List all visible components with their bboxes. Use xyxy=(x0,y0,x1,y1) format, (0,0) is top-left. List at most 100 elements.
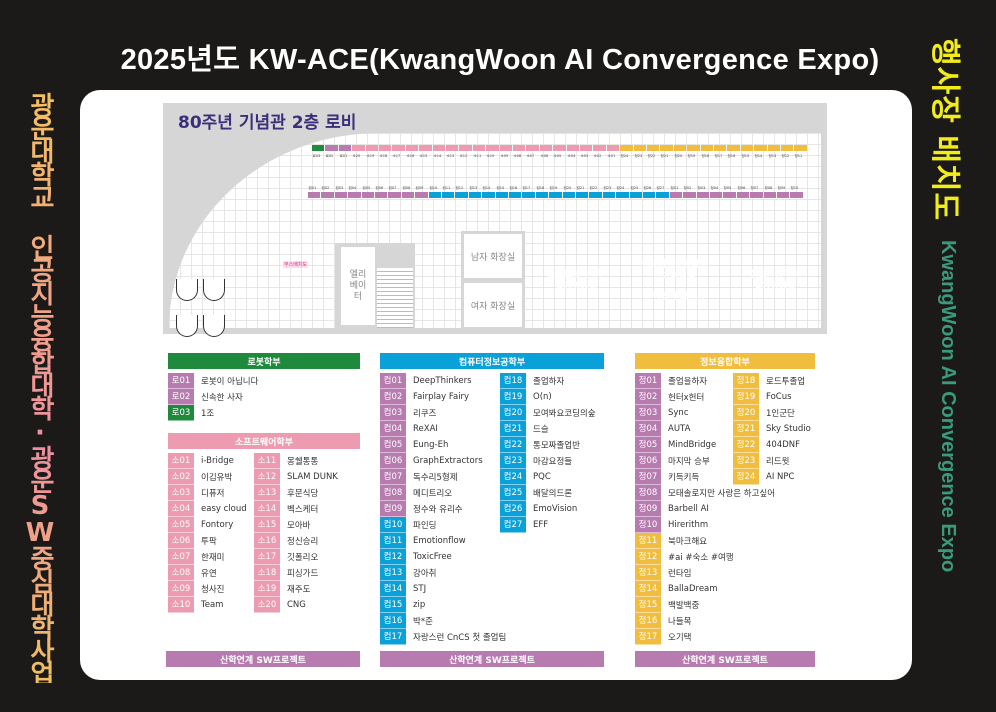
booth-정14 xyxy=(754,145,767,151)
booth-code: 소18 xyxy=(254,564,280,581)
booth-label: 컴08 xyxy=(402,185,411,190)
team-name: 졸업을하자 xyxy=(668,376,708,387)
booth-code: 컴15 xyxy=(380,596,406,613)
team-row: 소14 벡스케터 xyxy=(254,500,319,517)
booth-소16 xyxy=(405,145,419,151)
booth-label: 컴15 xyxy=(496,185,504,190)
team-row: 컴14 STJ xyxy=(380,580,427,597)
team-name: BallaDream xyxy=(668,583,718,594)
team-name: 후문식당 xyxy=(287,488,319,499)
team-row: 컴18 졸업하자 xyxy=(500,372,565,389)
booth-code: 정22 xyxy=(733,436,759,453)
booth-컴04 xyxy=(348,192,361,198)
team-row: 소01 i-Bridge xyxy=(168,452,234,469)
booth-정13 xyxy=(767,145,780,151)
booth-label: 소08 xyxy=(513,153,522,158)
team-name: 1인군단 xyxy=(766,408,795,419)
team-name: zip xyxy=(413,599,426,610)
booth-컴09 xyxy=(415,192,428,198)
booth-code: 소20 xyxy=(254,596,280,613)
team-row: 소18 피싱가드 xyxy=(254,564,319,581)
booth-소04 xyxy=(566,145,579,151)
booth-code: 소17 xyxy=(254,548,280,565)
booth-label: 정10 xyxy=(790,185,799,190)
booth-컴22 xyxy=(589,192,602,198)
booth-소06 xyxy=(539,145,553,151)
booth-code: 컴11 xyxy=(380,532,406,549)
team-row: 소07 한재미 xyxy=(168,548,225,565)
booth-소12 xyxy=(459,145,472,151)
team-row: 소16 정신승리 xyxy=(254,532,319,549)
booth-code: 컴05 xyxy=(380,436,406,453)
team-name: 나들목 xyxy=(668,616,692,627)
booth-code: 정21 xyxy=(733,420,759,437)
team-row: 정04 AUTA xyxy=(635,420,691,437)
team-row: 소13 후문식당 xyxy=(254,484,319,501)
booth-label: 소18 xyxy=(379,153,388,158)
booth-code: 로01 xyxy=(168,372,194,389)
room-label: 산학협력 교류회 xyxy=(643,292,706,302)
booth-정23 xyxy=(633,145,646,151)
booth-컴20 xyxy=(562,192,575,198)
booth-code: 정14 xyxy=(635,580,661,597)
room-label: 평가위원실 xyxy=(753,282,796,292)
booth-label: 정12 xyxy=(781,153,790,158)
team-row: 컴03 리쿠즈 xyxy=(380,404,437,421)
booth-정21 xyxy=(660,145,673,151)
team-row: 소11 몽쉘통통 xyxy=(254,452,319,469)
team-row: 소04 easy cloud xyxy=(168,500,247,517)
team-name: 청사진 xyxy=(201,584,225,595)
booth-컴17 xyxy=(522,192,535,198)
team-row: 컴15 zip xyxy=(380,596,426,613)
booth-컴12 xyxy=(455,192,468,198)
com-evaluation-room: 컴퓨터정보공학부 평가위원실 산학협력 교류회 xyxy=(628,234,721,328)
booth-label: 정06 xyxy=(737,185,746,190)
team-row: 정24 AI NPC xyxy=(733,468,795,485)
booth-소09 xyxy=(499,145,512,151)
team-name: 키득키득 xyxy=(668,472,700,483)
team-row: 정18 로드투졸업 xyxy=(733,372,806,389)
booth-code: 소16 xyxy=(254,532,280,549)
team-row: 컴12 ToxicFree xyxy=(380,548,452,565)
booth-label: 컴06 xyxy=(375,185,384,190)
booth-code: 정17 xyxy=(635,628,661,645)
booth-code: 정18 xyxy=(733,372,759,389)
team-name: 드슬 xyxy=(533,424,549,435)
booth-label: 정08 xyxy=(764,185,772,190)
booth-label: 컴03 xyxy=(335,185,344,190)
com-header: 컴퓨터정보공학부 xyxy=(380,353,604,369)
team-row: 컴26 EmoVision xyxy=(500,500,578,517)
booth-code: 정03 xyxy=(635,404,661,421)
booth-컴10 xyxy=(428,192,441,198)
booth-code: 소04 xyxy=(168,500,194,517)
booth-label: 컴14 xyxy=(482,185,491,190)
team-name: AI NPC xyxy=(766,471,795,482)
booth-label: 컴23 xyxy=(603,185,612,190)
booth-정20 xyxy=(673,145,687,151)
booth-label: 컴20 xyxy=(563,185,571,190)
team-row: 소06 투팍 xyxy=(168,532,217,549)
team-row: 컴01 DeepThinkers xyxy=(380,372,472,389)
booth-label: 정02 xyxy=(683,185,692,190)
team-name: #ai #숙소 #여행 xyxy=(668,552,734,563)
team-name: 모태솔로지만 사랑은 하고싶어 xyxy=(668,488,776,499)
booth-code: 소07 xyxy=(168,548,194,565)
booth-label: 소11 xyxy=(473,153,482,158)
booth-label: 정01 xyxy=(670,185,679,190)
booth-label: 정03 xyxy=(697,185,705,190)
booth-정11 xyxy=(794,145,807,151)
sw-header: 소프트웨어학부 xyxy=(168,433,360,449)
booth-label: 컴27 xyxy=(656,185,665,190)
booth-code: 정15 xyxy=(635,596,661,613)
team-name: 배달의드론 xyxy=(533,488,573,499)
booth-label: 컴22 xyxy=(589,185,598,190)
team-row: 소12 SLAM DUNK xyxy=(254,468,338,485)
booth-label: 컴11 xyxy=(442,185,451,190)
booth-label: 컴12 xyxy=(455,185,464,190)
team-name: 디퓨저 xyxy=(201,488,225,499)
booth-code: 정02 xyxy=(635,388,661,405)
team-name: PQC xyxy=(533,471,551,482)
booth-label: 소19 xyxy=(366,153,374,158)
team-row: 소10 Team xyxy=(168,596,224,613)
team-name: 자랑스런 CnCS 첫 졸업팀 xyxy=(413,632,507,643)
